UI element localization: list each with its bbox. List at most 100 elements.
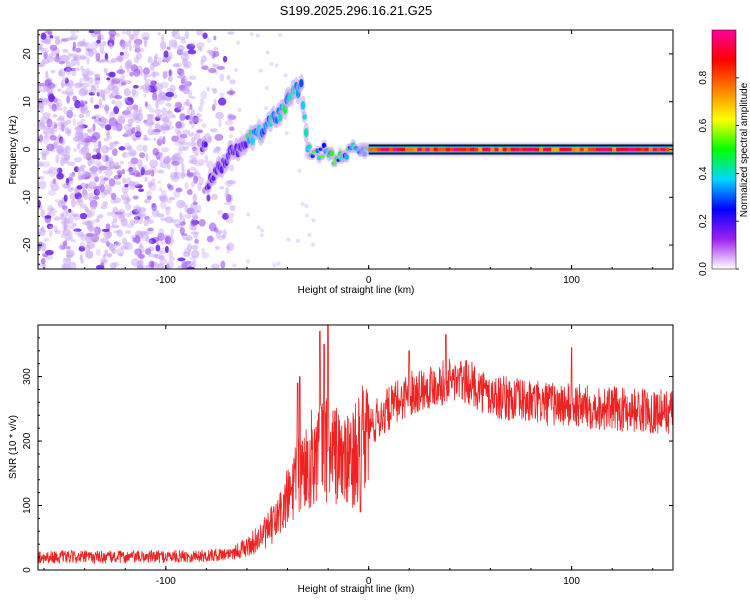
noise-blob: [151, 261, 155, 269]
noise-blob: [38, 61, 46, 68]
noise-blob: [66, 109, 73, 119]
noise-blob: [149, 108, 156, 113]
noise-blob: [76, 166, 85, 172]
noise-blob: [191, 120, 195, 130]
noise-blob: [174, 127, 181, 134]
noise-blob: [162, 136, 166, 145]
noise-blob: [47, 189, 56, 196]
noise-blob: [143, 40, 148, 48]
noise-blob: [92, 82, 99, 92]
noise-blob: [131, 33, 139, 42]
noise-blob: [152, 92, 158, 101]
noise-blob: [124, 108, 132, 118]
noise-blob: [102, 253, 107, 259]
noise-blob: [64, 234, 71, 242]
noise-blob: [85, 234, 93, 244]
noise-blob: [64, 146, 70, 151]
noise-blob: [71, 69, 77, 77]
noise-blob: [176, 75, 186, 79]
noise-blob: [188, 133, 194, 137]
noise-blob: [115, 77, 123, 82]
noise-blob: [49, 34, 54, 39]
noise-blob: [178, 156, 184, 164]
noise-blob: [153, 254, 163, 259]
noise-blob: [56, 98, 62, 105]
colorbar-tick-label: 0.8: [698, 70, 709, 84]
noise-blob: [164, 216, 174, 224]
noise-blob: [69, 261, 77, 269]
steady-line-core: [474, 147, 479, 152]
noise-blob: [63, 217, 68, 225]
noise-blob: [160, 81, 169, 89]
steady-line-core: [595, 147, 601, 152]
noise-blob: [183, 76, 188, 80]
noise-blob: [186, 142, 190, 149]
noise-blob: [113, 197, 122, 204]
noise-blob: [94, 176, 99, 183]
steady-line-core: [664, 147, 670, 152]
noise-blob: [114, 241, 122, 247]
noise-blob: [74, 54, 82, 61]
noise-blob: [90, 33, 97, 38]
noise-blob: [77, 231, 85, 238]
noise-blob: [68, 52, 78, 57]
noise-blob: [108, 71, 116, 78]
noise-blob: [225, 186, 229, 196]
y-tick-label: -10: [22, 190, 33, 205]
noise-blob: [198, 177, 204, 186]
noise-blob: [178, 145, 186, 151]
noise-blob: [93, 119, 99, 124]
noise-blob: [194, 169, 198, 173]
noise-blob: [40, 226, 45, 233]
noise-blob: [54, 198, 62, 204]
noise-blob: [73, 148, 77, 153]
noise-blob: [72, 95, 78, 102]
noise-blob: [42, 112, 51, 120]
noise-blob: [169, 256, 175, 262]
noise-blob: [118, 113, 127, 119]
noise-blob: [227, 212, 235, 219]
noise-blob: [144, 119, 153, 126]
noise-blob: [57, 88, 62, 92]
steady-line-core: [376, 147, 382, 152]
noise-blob: [129, 219, 135, 226]
noise-blob: [226, 90, 236, 95]
noise-blob: [177, 149, 183, 156]
steady-line-core: [417, 147, 422, 152]
y-tick-label: 100: [22, 497, 33, 514]
noise-blob: [132, 195, 139, 200]
noise-blob: [154, 108, 162, 114]
steady-line-core: [486, 147, 491, 152]
noise-blob: [220, 260, 226, 269]
noise-blob: [207, 136, 212, 144]
noise-blob: [100, 58, 109, 63]
colorbar-gradient: [711, 29, 737, 270]
noise-blob: [62, 82, 71, 87]
noise-blob: [110, 111, 115, 115]
noise-blob: [201, 55, 207, 63]
steady-line-core: [656, 147, 661, 152]
noise-blob: [119, 160, 125, 165]
noise-blob: [90, 135, 98, 143]
noise-blob: [125, 197, 132, 203]
noise-blob: [143, 35, 148, 44]
noise-blob: [112, 148, 118, 157]
noise-blob: [157, 250, 163, 255]
noise-blob: [165, 91, 175, 98]
noise-blob: [84, 142, 89, 150]
noise-blob: [86, 56, 90, 65]
noise-blob: [161, 107, 167, 115]
noise-blob: [98, 213, 104, 219]
noise-blob: [74, 67, 81, 72]
noise-blob: [145, 235, 150, 243]
snr-x-ticks: -100 0 100: [43, 325, 654, 587]
noise-blob: [186, 61, 192, 69]
noise-blob: [186, 108, 191, 114]
noise-blob: [166, 261, 175, 269]
noise-blob: [160, 123, 169, 131]
noise-blob: [55, 102, 63, 107]
x-tick-label: 100: [563, 275, 580, 286]
noise-blob: [195, 42, 205, 49]
noise-blob: [120, 74, 125, 81]
noise-blob: [139, 231, 147, 235]
